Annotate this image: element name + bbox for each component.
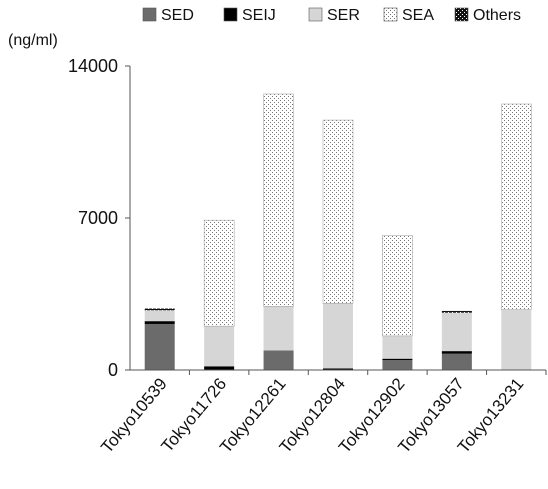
bar-segment-sea [382, 235, 413, 337]
bar-segment-seij [323, 368, 353, 370]
bar-segment-sea [322, 119, 354, 304]
y-unit-label: (ng/ml) [8, 32, 58, 49]
legend-label-seij: SEIJ [242, 7, 276, 24]
bar-segment-sea [501, 103, 532, 310]
legend-label-sed: SED [161, 7, 194, 24]
x-axis: Tokyo10539Tokyo11726Tokyo12261Tokyo12804… [97, 369, 547, 457]
bar-segment-ser [441, 312, 472, 352]
legend-swatch-seij [223, 7, 238, 22]
y-tick-label: 7000 [78, 208, 118, 228]
bar-segment-ser [323, 303, 353, 369]
bar-segment-sed [263, 350, 294, 370]
y-tick-label: 0 [108, 360, 118, 380]
legend-label-others: Others [473, 7, 521, 24]
bar-segment-ser [144, 310, 175, 322]
legend-label-ser: SER [327, 7, 360, 24]
legend-swatch-others [454, 7, 469, 22]
legend: SED SEIJ SER SEA Others [142, 7, 521, 24]
bar-segment-sed [382, 360, 413, 370]
bar-segment-ser [204, 326, 235, 367]
legend-label-sea: SEA [402, 7, 434, 24]
bar-segment-sea [203, 219, 235, 327]
legend-swatch-ser [308, 7, 323, 22]
bar-segment-ser [382, 335, 413, 359]
y-tick-label: 14000 [68, 56, 118, 76]
bar-segment-sea [263, 93, 294, 307]
bar-segment-sed [144, 323, 175, 370]
bar-segment-ser [263, 306, 294, 351]
bar-segment-seij [144, 321, 175, 324]
bar-segment-others [144, 308, 175, 311]
bar-segment-others [441, 310, 472, 313]
bar-segment-seij [441, 351, 472, 354]
bar-segment-ser [501, 309, 532, 370]
legend-swatch-sea [383, 7, 398, 22]
legend-swatch-sed [142, 7, 157, 22]
bar-segment-seij [382, 358, 413, 361]
bars [144, 93, 532, 370]
bar-segment-sed [441, 353, 472, 370]
y-axis: 0 7000 14000 [68, 56, 131, 380]
bar-segment-seij [204, 366, 235, 370]
